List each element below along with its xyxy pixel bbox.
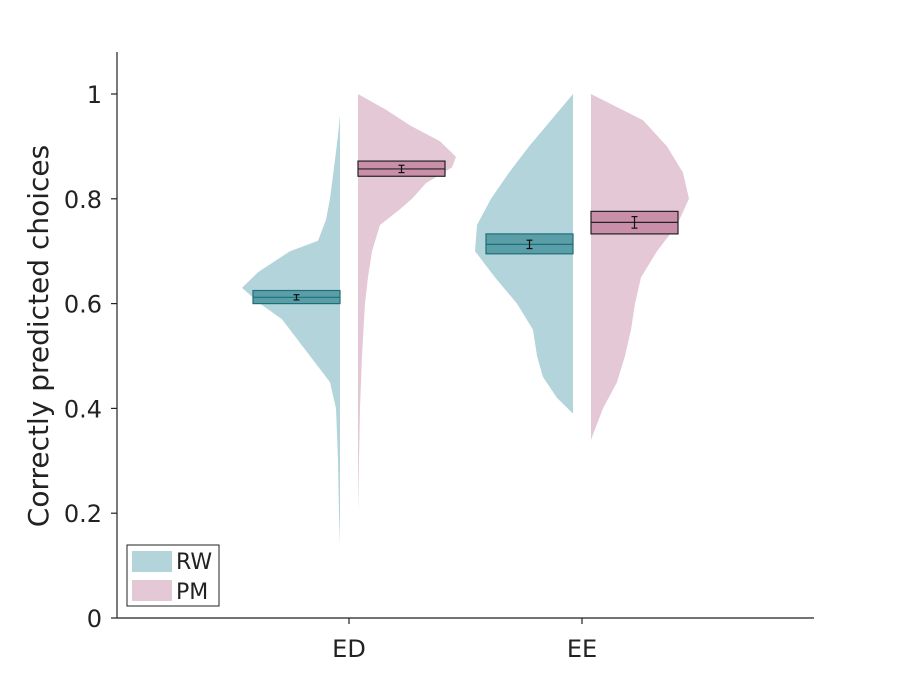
box-pm-ee	[590, 210, 679, 235]
legend-swatch-rw	[132, 551, 172, 572]
legend: RW PM	[126, 544, 220, 607]
box-pm-ed	[357, 160, 446, 177]
violin-pm-ed	[358, 94, 456, 514]
legend-swatch-pm	[132, 580, 172, 601]
x-tick-label: EE	[567, 635, 597, 663]
y-tick-label: 0.2	[64, 500, 102, 528]
box-layer	[252, 160, 679, 305]
violin-layer	[242, 94, 689, 545]
x-tick-label: ED	[332, 635, 366, 663]
axes	[116, 52, 814, 619]
legend-label-rw: RW	[176, 550, 212, 575]
violin-pm-ee	[591, 94, 689, 440]
x-ticks: ED EE	[332, 618, 597, 663]
y-tick-label: 0	[87, 605, 102, 633]
box-rw-ee	[485, 233, 574, 255]
y-axis-title: Correctly predicted choices	[22, 145, 55, 527]
box-rw-ed	[252, 289, 341, 305]
violin-rw-ed	[242, 114, 340, 545]
y-ticks: 0 0.2 0.4 0.6 0.8 1	[64, 81, 117, 633]
y-tick-label: 0.4	[64, 395, 102, 423]
y-tick-label: 0.8	[64, 186, 102, 214]
legend-label-pm: PM	[176, 580, 208, 605]
y-tick-label: 1	[87, 81, 102, 109]
y-tick-label: 0.6	[64, 291, 102, 319]
